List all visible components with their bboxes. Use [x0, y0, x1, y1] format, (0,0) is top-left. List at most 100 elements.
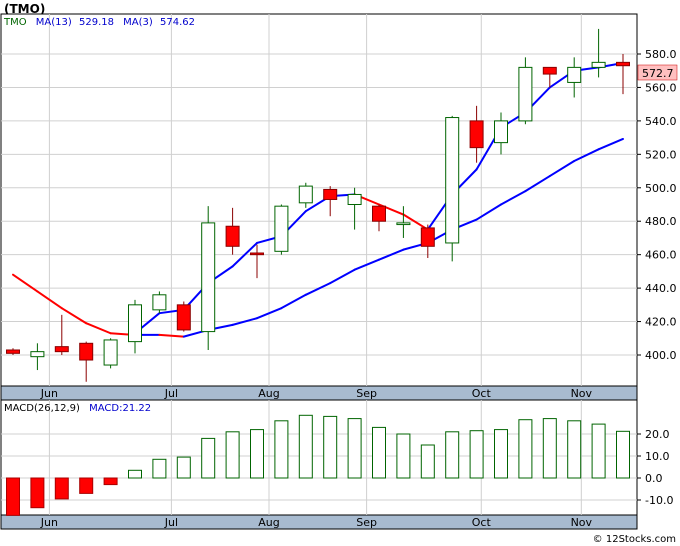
macd-bar-positive: [567, 420, 582, 479]
macd-bar-positive: [445, 431, 460, 479]
price-date-label: Aug: [258, 387, 279, 400]
price-tick-label: 460.0: [645, 249, 677, 262]
ma13-segment: [304, 282, 332, 296]
macd-bar-positive: [542, 418, 557, 479]
macd-bars: [6, 414, 630, 516]
candle-down: [79, 342, 94, 361]
price-date-label: Oct: [472, 387, 492, 400]
macd-bar-positive: [298, 414, 313, 479]
candle-up: [152, 294, 167, 311]
macd-bar-positive: [591, 423, 606, 479]
ma13-segment: [500, 190, 527, 206]
macd-tick-label: 0.0: [645, 472, 663, 485]
macd-bar-positive: [396, 433, 411, 479]
macd-tick-label: -10.0: [645, 494, 673, 507]
ma13-segment: [60, 307, 88, 325]
macd-bar-positive: [152, 458, 167, 479]
ma13-segment: [12, 273, 39, 293]
candle-up: [128, 304, 142, 343]
macd-date-label: Jun: [40, 516, 58, 529]
candle-up: [396, 222, 411, 226]
candle-up: [201, 222, 216, 333]
candle-down: [323, 188, 338, 200]
candle-up: [445, 117, 460, 244]
legend-ma13-value: 529.18: [79, 17, 114, 28]
candle-up: [298, 185, 313, 204]
ma13-segment: [548, 160, 576, 178]
candle-down: [225, 225, 240, 247]
ma13-segment: [36, 290, 63, 310]
price-date-band: [0, 385, 638, 401]
macd-bar-positive: [274, 420, 289, 479]
macd-bar-positive: [225, 431, 240, 479]
price-legend: TMO MA(13) 529.18 MA(3) 574.62: [3, 17, 195, 28]
macd-bar-negative: [54, 477, 69, 500]
macd-bar-negative: [79, 477, 94, 494]
macd-panel: [0, 399, 638, 516]
ma3-segment: [402, 213, 429, 231]
price-date-label: Nov: [571, 387, 593, 400]
candle-down: [420, 227, 435, 247]
macd-bar-positive: [323, 415, 338, 479]
price-date-label: Jul: [164, 387, 178, 400]
price-tick-label: 500.0: [645, 182, 677, 195]
macd-date-label: Oct: [472, 516, 492, 529]
candles: [6, 28, 630, 382]
macd-date-band: [0, 514, 638, 530]
candle-up: [591, 61, 606, 68]
candle-down: [469, 120, 484, 149]
macd-tick-label: 10.0: [645, 450, 670, 463]
macd-bar-negative: [6, 477, 20, 516]
candle-down: [54, 346, 69, 353]
candle-down: [250, 252, 264, 256]
ma13-segment: [280, 293, 307, 310]
candle-down: [6, 349, 20, 354]
ma13-segment: [231, 317, 258, 326]
macd-bar-positive: [250, 429, 264, 479]
price-tick-label: 560.0: [645, 81, 677, 94]
macd-bar-positive: [469, 430, 484, 479]
candle-up: [30, 351, 45, 358]
macd-bar-positive: [494, 429, 508, 479]
macd-date-label: Nov: [571, 516, 593, 529]
price-date-label: Sep: [356, 387, 377, 400]
ma3-segment: [231, 241, 258, 268]
candle-up: [274, 205, 289, 252]
macd-date-label: Sep: [356, 516, 377, 529]
price-tick-label: 580.0: [645, 48, 677, 61]
candle-down: [616, 61, 630, 67]
candle-up: [494, 120, 508, 144]
macd-legend: MACD(26,12,9) MACD:21.22: [4, 403, 151, 414]
candle-down: [176, 304, 191, 331]
macd-bar-negative: [30, 477, 45, 509]
ma13-segment: [378, 248, 405, 261]
macd-bar-positive: [128, 469, 142, 479]
chart-title: (TMO): [4, 2, 45, 16]
price-panel: [0, 13, 638, 387]
macd-legend-value: MACD:21.22: [89, 403, 151, 414]
candle-up: [347, 193, 362, 205]
axis-labels: 400.0 420.0 440.0 460.0 480.0 500.0 520.0 540.0…: [40, 48, 677, 529]
price-tick-label: 400.0: [645, 349, 677, 362]
last-price-tag-bg: [637, 64, 678, 81]
price-tick-label: 420.0: [645, 316, 677, 329]
price-date-label: Jun: [40, 387, 58, 400]
price-tick-label: 480.0: [645, 215, 677, 228]
last-price-tag: 572.7: [642, 67, 674, 80]
macd-bar-positive: [518, 419, 533, 479]
ma13-segment: [85, 322, 112, 335]
macd-legend-label: MACD(26,12,9): [4, 403, 80, 414]
price-tick-label: 520.0: [645, 148, 677, 161]
legend-ma3-value: 574.62: [160, 17, 195, 28]
legend-ticker: TMO: [3, 17, 27, 28]
ma13-segment: [524, 175, 551, 193]
ma13-segment: [158, 333, 185, 338]
macd-date-label: Aug: [258, 516, 279, 529]
candle-up: [518, 66, 533, 122]
macd-bar-negative: [103, 477, 118, 486]
price-tick-label: 440.0: [645, 282, 677, 295]
macd-bar-positive: [616, 430, 630, 479]
ma13-segment: [329, 268, 356, 285]
macd-bar-positive: [176, 456, 191, 479]
